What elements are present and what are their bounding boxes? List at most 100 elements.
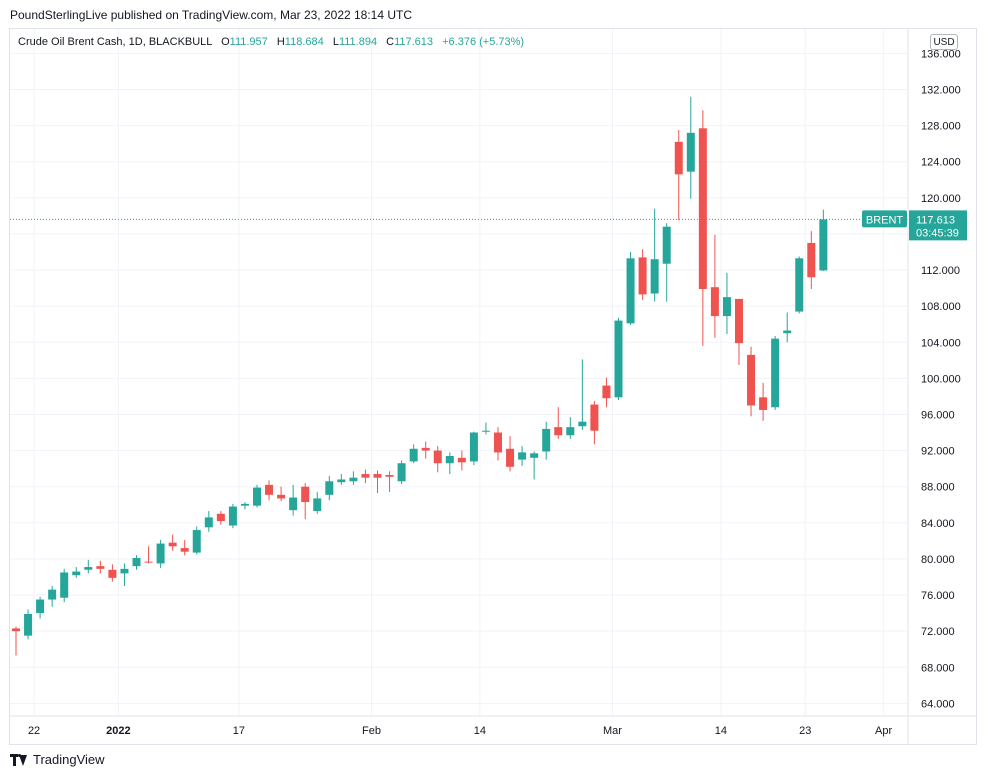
- low-value: 111.894: [338, 36, 378, 48]
- candle-body: [735, 298, 743, 344]
- candle: [506, 436, 515, 472]
- candle: [325, 475, 334, 501]
- candle-body: [228, 506, 237, 526]
- candle: [240, 502, 249, 510]
- candle: [554, 407, 563, 439]
- candle: [349, 471, 358, 485]
- candle-body: [819, 219, 828, 271]
- candle-body: [204, 517, 213, 528]
- publish-line: PoundSterlingLive published on TradingVi…: [10, 8, 413, 22]
- candle: [795, 256, 804, 314]
- candle: [421, 441, 430, 459]
- candle: [337, 474, 346, 485]
- candle-body: [349, 477, 358, 482]
- high-value: 118.684: [284, 36, 324, 48]
- candle-body: [108, 569, 117, 578]
- candle-body: [554, 427, 563, 436]
- candle-body: [361, 474, 370, 478]
- candle: [24, 609, 33, 640]
- x-tick-label: 23: [799, 725, 811, 737]
- x-tick-label: Apr: [875, 725, 892, 737]
- candle-body: [795, 258, 804, 312]
- candle-body: [240, 503, 249, 506]
- close-value: 117.613: [394, 36, 434, 48]
- candle: [638, 249, 647, 300]
- candle-body: [614, 320, 623, 398]
- candle-body: [469, 432, 478, 462]
- candle-body: [373, 474, 382, 478]
- candle-body: [385, 474, 394, 477]
- candle-body: [518, 452, 527, 460]
- footer: TradingView: [10, 752, 105, 767]
- candle: [747, 346, 756, 417]
- candle: [313, 492, 322, 514]
- candle-body: [650, 259, 659, 294]
- candle-body: [265, 484, 274, 495]
- candle-body: [698, 128, 707, 289]
- chart-grid: [10, 29, 908, 716]
- candle-body: [132, 558, 141, 567]
- chart-legend: Crude Oil Brent Cash, 1D, BLACKBULL O111…: [18, 36, 524, 48]
- candle-body: [590, 404, 599, 431]
- candle: [807, 231, 816, 289]
- chart-frame: [9, 28, 977, 745]
- candle: [469, 431, 478, 466]
- candle: [144, 546, 153, 564]
- candle-body: [638, 257, 647, 295]
- candle-body: [96, 566, 105, 569]
- candle: [566, 417, 575, 439]
- candle: [674, 130, 683, 221]
- candle-body: [421, 447, 430, 451]
- candle: [48, 586, 57, 607]
- countdown-label: 03:45:39: [916, 227, 959, 239]
- candle-body: [481, 430, 490, 432]
- candle-body: [60, 572, 69, 598]
- candle: [253, 484, 261, 508]
- candle: [457, 450, 466, 471]
- footer-brand: TradingView: [33, 752, 105, 767]
- x-tick-label: 22: [28, 725, 40, 737]
- candle-body: [180, 548, 189, 552]
- candle: [204, 511, 213, 532]
- candle-body: [313, 498, 322, 512]
- x-tick-label: 2022: [106, 725, 130, 737]
- candle-body: [84, 567, 93, 570]
- currency-button[interactable]: USD: [930, 34, 958, 50]
- candle: [626, 251, 635, 326]
- candle-body: [759, 397, 768, 410]
- candle: [96, 560, 105, 574]
- candles: [12, 96, 828, 656]
- candle-body: [120, 568, 129, 574]
- candle: [686, 96, 695, 199]
- candle: [614, 317, 623, 401]
- y-tick-label: 68.000: [921, 662, 955, 674]
- candle-body: [747, 354, 756, 406]
- candle-body: [253, 487, 261, 506]
- candle: [602, 377, 611, 408]
- candle: [481, 422, 490, 435]
- candle: [120, 563, 129, 587]
- candle-body: [12, 628, 20, 632]
- candle-body: [530, 453, 539, 458]
- candle-body: [494, 432, 502, 453]
- x-tick-label: 14: [715, 725, 727, 737]
- candle: [650, 208, 659, 302]
- y-tick-label: 80.000: [921, 554, 955, 566]
- y-tick-label: 112.000: [921, 265, 960, 277]
- candle-body: [301, 486, 310, 503]
- candle: [735, 298, 743, 365]
- candle-body: [168, 542, 177, 547]
- candle-body: [578, 421, 587, 427]
- candle: [722, 272, 731, 335]
- y-tick-label: 76.000: [921, 590, 955, 602]
- candle-body: [192, 530, 201, 553]
- candle-body: [710, 287, 719, 317]
- candle: [397, 460, 406, 484]
- y-tick-label: 108.000: [921, 301, 961, 313]
- x-tick-label: 17: [233, 725, 245, 737]
- x-tick-label: 14: [474, 725, 486, 737]
- candle: [578, 359, 587, 430]
- y-tick-label: 84.000: [921, 518, 955, 530]
- y-tick-label: 96.000: [921, 409, 955, 421]
